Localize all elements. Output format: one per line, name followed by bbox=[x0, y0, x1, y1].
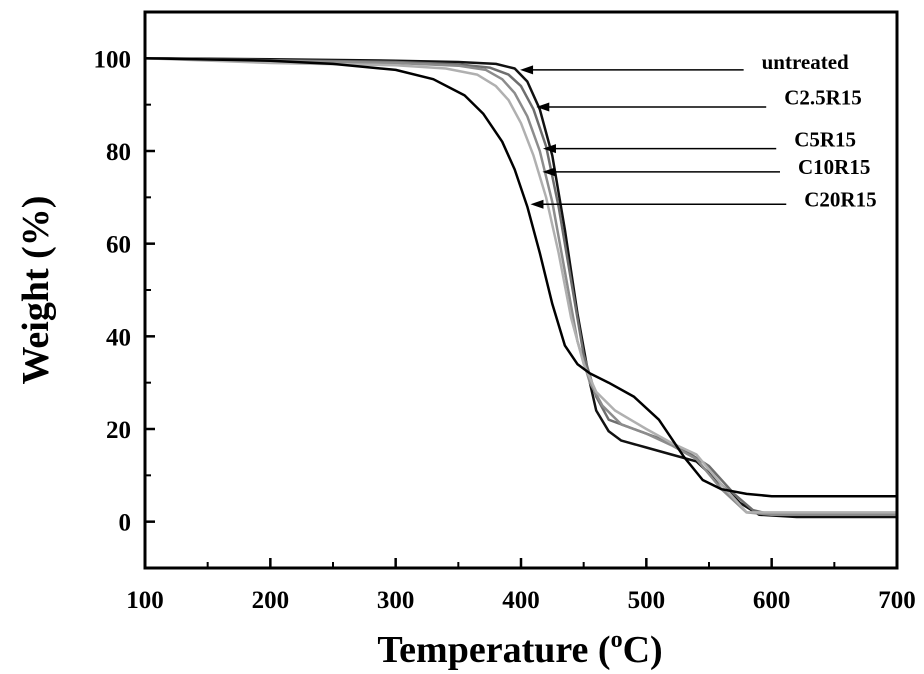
annotation-arrowhead bbox=[536, 102, 550, 112]
x-tick-label: 500 bbox=[628, 587, 666, 614]
y-tick-label: 40 bbox=[106, 324, 131, 351]
y-axis-title: Weight (%) bbox=[15, 196, 57, 385]
series-label: C2.5R15 bbox=[784, 86, 862, 110]
series-label: C10R15 bbox=[798, 155, 870, 179]
y-tick-label: 0 bbox=[119, 510, 132, 537]
x-axis-title-superscript: o bbox=[611, 627, 623, 653]
series-lines bbox=[144, 57, 897, 519]
series-line-c5r15 bbox=[144, 57, 897, 516]
series-line-c20r15 bbox=[144, 57, 897, 498]
series-label: C5R15 bbox=[794, 127, 856, 151]
series-line-c10r15 bbox=[144, 57, 897, 514]
series-line-untreated bbox=[144, 57, 897, 519]
x-axis-title: Temperature (oC) bbox=[377, 627, 662, 671]
x-tick-label: 400 bbox=[502, 587, 540, 614]
x-axis-title-main: Temperature ( bbox=[377, 629, 610, 671]
annotation-arrowhead bbox=[530, 199, 544, 209]
series-line-c2-5r15 bbox=[144, 57, 897, 516]
x-axis-title-end: C) bbox=[623, 629, 663, 671]
series-label: untreated bbox=[762, 50, 849, 74]
series-label: C20R15 bbox=[804, 188, 876, 212]
x-tick-label: 200 bbox=[252, 587, 290, 614]
y-tick-label: 20 bbox=[106, 417, 131, 444]
annotation-arrowhead bbox=[542, 167, 556, 177]
annotation-arrowhead bbox=[542, 144, 556, 154]
tick-labels: 100 200 300 400 500 600 700 0 20 40 60 80 100 bbox=[94, 46, 916, 614]
y-tick-label: 80 bbox=[106, 139, 131, 166]
x-tick-label: 100 bbox=[126, 587, 164, 614]
series-annotations: untreated C2.5R15 C5R15 C10R15 C20R15 bbox=[520, 50, 877, 212]
x-tick-label: 300 bbox=[377, 587, 415, 614]
annotation-arrowhead bbox=[520, 65, 534, 75]
y-tick-label: 60 bbox=[106, 232, 131, 259]
y-tick-label: 100 bbox=[94, 46, 132, 73]
x-tick-label: 700 bbox=[878, 587, 916, 614]
axis-ticks bbox=[143, 57, 899, 568]
x-tick-label: 600 bbox=[753, 587, 791, 614]
plot-frame bbox=[143, 10, 899, 570]
